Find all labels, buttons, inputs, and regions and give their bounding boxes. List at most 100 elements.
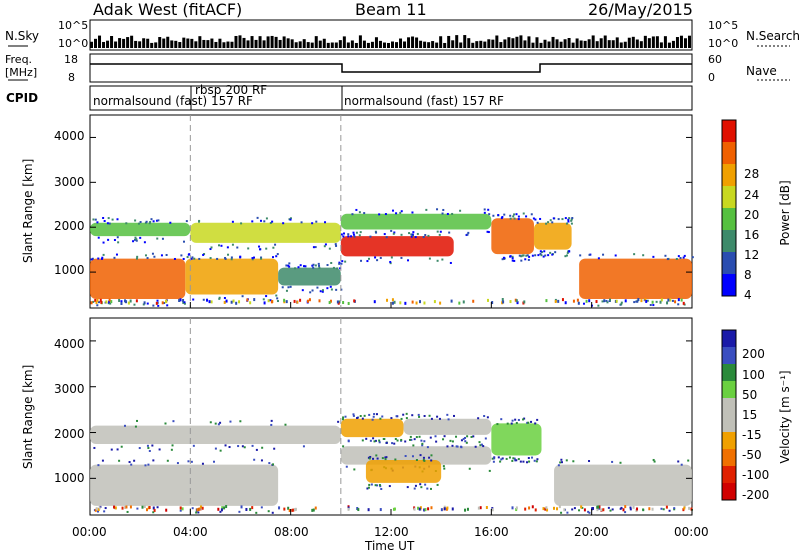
power-clutter <box>554 300 557 304</box>
velocity-colorbar-cell <box>722 330 736 347</box>
power-clutter <box>577 301 580 305</box>
velocity-speckle <box>624 511 627 514</box>
velocity-speckle <box>607 506 610 509</box>
power-clutter <box>491 301 494 305</box>
velocity-speckle <box>598 507 601 510</box>
power-speckle <box>161 237 164 240</box>
velocity-speckle <box>510 422 513 425</box>
power-speckle <box>671 299 674 302</box>
power-speckle <box>677 255 680 258</box>
power-speckle <box>439 230 442 233</box>
freq-tick-bottom: 8 <box>68 71 75 84</box>
noise-bar <box>683 38 687 48</box>
velocity-speckle <box>588 460 591 463</box>
velocity-clutter <box>125 505 128 509</box>
velocity-speckle <box>375 454 378 457</box>
velocity-speckle <box>372 415 375 418</box>
xtick-2000: 20:00 <box>574 525 609 539</box>
velocity-speckle <box>514 459 517 462</box>
velocity-speckle <box>260 506 263 509</box>
velocity-speckle <box>130 463 133 466</box>
power-speckle <box>436 208 439 211</box>
power-clutter <box>127 301 130 305</box>
velocity-clutter <box>419 506 422 510</box>
velocity-speckle <box>271 511 274 514</box>
velocity-speckle <box>428 414 431 417</box>
velocity-speckle <box>486 416 489 419</box>
power-speckle <box>316 286 319 289</box>
noise-bar <box>543 39 547 48</box>
power-speckle <box>570 222 573 225</box>
power-speckle <box>96 304 99 307</box>
noise-bar <box>122 38 126 48</box>
noise-frame <box>89 19 693 51</box>
power-speckle <box>679 256 682 259</box>
velocity-speckle <box>365 437 368 440</box>
power-speckle <box>332 266 335 269</box>
power-clutter <box>90 301 93 305</box>
velocity-speckle <box>474 445 477 448</box>
power-speckle <box>342 235 345 238</box>
vel-cb-50: 50 <box>742 388 758 402</box>
noise-bar <box>631 36 635 48</box>
vel-cb-m100: -100 <box>742 468 770 482</box>
noise-bar <box>599 38 603 48</box>
power-speckle <box>347 233 350 236</box>
power-speckle <box>652 304 655 307</box>
velocity-speckle <box>192 444 195 447</box>
velocity-clutter <box>225 505 228 509</box>
power-speckle <box>94 218 97 221</box>
power-speckle <box>525 215 528 218</box>
freq-unit: [MHz] <box>5 66 38 79</box>
power-speckle <box>682 256 685 259</box>
power-speckle <box>340 233 343 236</box>
power-speckle <box>564 255 567 258</box>
power-speckle <box>304 265 307 268</box>
velocity-colorbar-cell <box>722 466 736 483</box>
noise-bar <box>358 35 362 48</box>
velocity-speckle <box>201 462 204 465</box>
power-speckle <box>528 255 531 258</box>
power-speckle <box>226 246 229 249</box>
velocity-clutter <box>558 505 561 509</box>
velocity-speckle <box>488 469 491 472</box>
velocity-speckle <box>369 455 372 458</box>
power-clutter <box>682 301 685 305</box>
noise-bar <box>411 36 415 48</box>
velocity-clutter <box>199 505 202 509</box>
velocity-clutter <box>179 506 182 510</box>
power-speckle <box>635 300 638 303</box>
noise-bar <box>515 36 519 48</box>
velocity-speckle <box>353 468 356 471</box>
nsearch-tick-top: 10^5 <box>708 19 739 32</box>
velocity-speckle <box>418 435 421 438</box>
noise-bar <box>334 42 338 48</box>
power-clutter <box>143 301 146 305</box>
noise-bar <box>110 36 114 48</box>
velocity-speckle <box>251 444 254 447</box>
power-speckle <box>338 261 341 264</box>
velocity-speckle <box>388 485 391 488</box>
power-speckle <box>96 221 99 224</box>
power-speckle <box>335 244 338 247</box>
power-speckle <box>311 222 314 225</box>
power-speckle <box>378 213 381 216</box>
power-speckle <box>182 301 185 304</box>
power-speckle <box>422 236 425 239</box>
power-clutter <box>120 301 123 305</box>
velocity-speckle <box>374 439 377 442</box>
power-speckle <box>441 212 444 215</box>
power-speckle <box>297 266 300 269</box>
noise-bar <box>667 42 671 48</box>
velocity-speckle <box>408 438 411 441</box>
xtick-0000: 00:00 <box>72 525 107 539</box>
power-clutter <box>270 300 273 304</box>
power-speckle <box>274 243 277 246</box>
power-speckle <box>561 218 564 221</box>
velocity-speckle <box>374 484 377 487</box>
power-speckle <box>399 211 402 214</box>
power-speckle <box>150 218 153 221</box>
velocity-speckle <box>152 459 155 462</box>
noise-bar <box>675 37 679 48</box>
power-speckle <box>359 231 362 234</box>
